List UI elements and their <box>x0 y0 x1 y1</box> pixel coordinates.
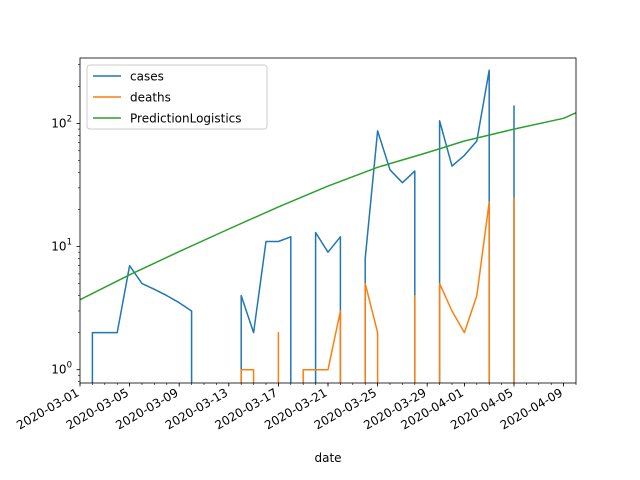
series-line-cases <box>91 69 515 383</box>
series-line-deaths <box>240 197 515 383</box>
series-layer <box>80 69 576 383</box>
x-axis-label: date <box>314 451 341 465</box>
y-tick-label: 101 <box>51 238 72 254</box>
series-line-predictionlogistics <box>80 112 576 301</box>
legend-label-cases: cases <box>130 70 164 84</box>
legend-label-predictionlogistics: PredictionLogistics <box>130 112 242 126</box>
legend-box <box>86 64 268 130</box>
legend-label-deaths: deaths <box>130 91 171 105</box>
y-tick-label: 100 <box>51 361 72 377</box>
y-tick-label: 102 <box>51 114 72 130</box>
legend: cases deaths PredictionLogistics <box>86 64 268 130</box>
